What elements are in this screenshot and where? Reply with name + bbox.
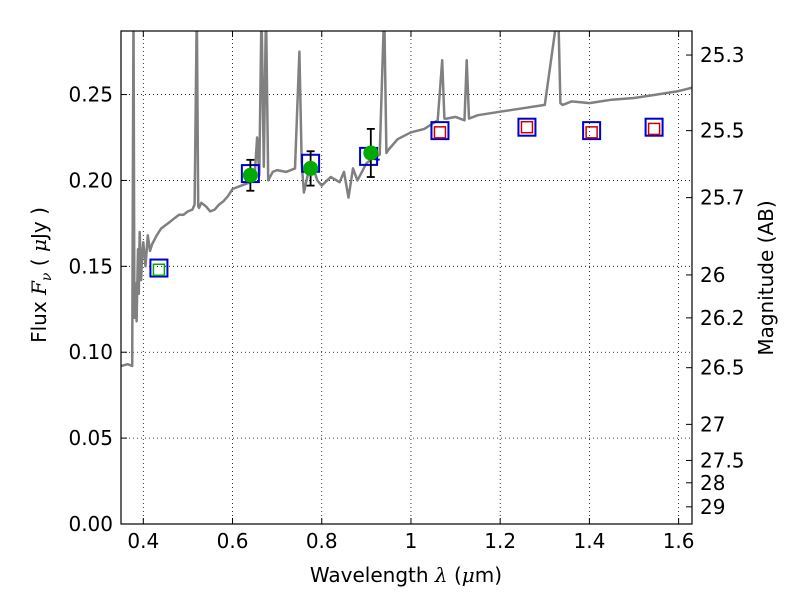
series-4-small-square-0 [433,126,447,139]
x-tick-label-6: 1.6 [663,529,695,553]
x-tick-label-2: 0.8 [306,529,338,553]
y-axis-label: Flux Fν ( μJy ) [27,207,56,343]
data-point-0 [242,167,258,183]
series-3-square-0 [430,121,450,141]
plot-frame [120,30,693,525]
right-tick-label-0: 25.3 [700,43,745,67]
y-tick-label-0: 0.00 [68,512,113,536]
series-4-small-square-1 [520,120,534,134]
right-tick-label-3: 26 [700,263,725,287]
right-tick-label-4: 26.2 [700,306,745,330]
x-tick-label-5: 1.4 [573,529,605,553]
y-tick-label-4: 0.20 [68,168,113,192]
right-tick-label-7: 27.5 [700,448,745,472]
x-tick-label-4: 1.2 [484,529,516,553]
right-tick-label-5: 26.5 [700,356,745,380]
right-axis-label: Magnitude (AB) [754,200,778,355]
right-tick-label-9: 29 [700,495,725,519]
right-tick-label-2: 25.7 [700,186,745,210]
plot-area [121,31,692,524]
series-5-small-square-0 [152,263,166,277]
y-tick-label-2: 0.10 [68,340,113,364]
right-tick-label-1: 25.5 [700,119,745,143]
y-tick-label-1: 0.05 [68,426,113,450]
series-2-square-0 [149,258,169,278]
series-3-square-1 [517,117,537,137]
data-point-2 [363,145,379,161]
x-tick-label-0: 0.4 [127,529,159,553]
series-0-line [121,31,692,368]
series-4-small-square-2 [585,126,598,139]
right-tick-label-8: 28 [700,471,725,495]
x-tick-label-1: 0.6 [217,529,249,553]
y-tick-label-3: 0.15 [68,254,113,278]
x-axis-label: Wavelength λ (μm) [310,563,502,587]
series-4-small-square-3 [647,122,661,136]
x-tick-label-3: 1 [405,529,418,553]
series-3-square-2 [582,121,602,141]
y-tick-label-5: 0.25 [68,83,113,107]
right-tick-label-6: 27 [700,412,725,436]
series-3-square-3 [644,117,664,137]
data-point-1 [303,160,319,176]
